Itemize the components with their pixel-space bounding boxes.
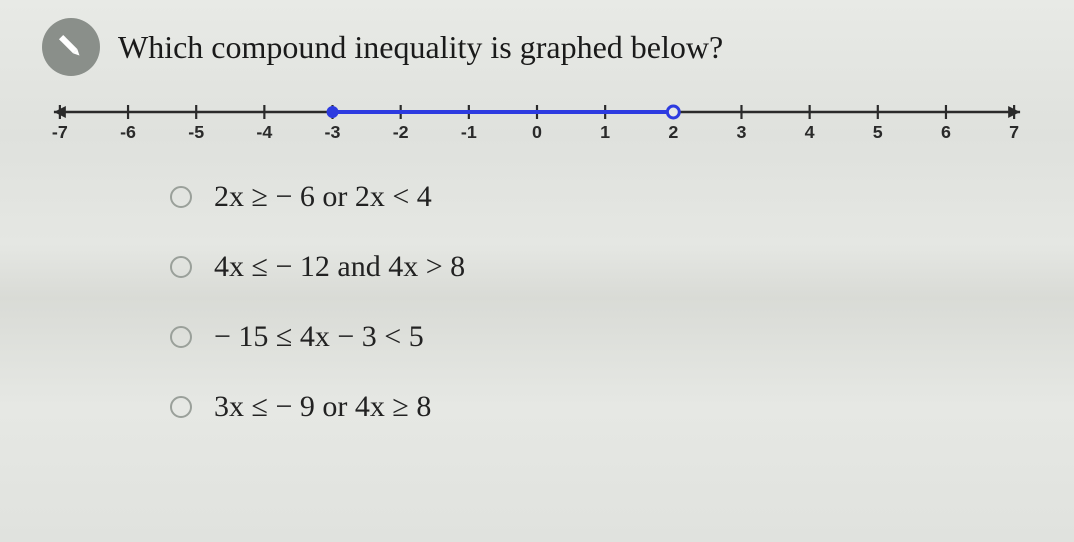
radio-icon — [170, 396, 192, 418]
option-label: − 15 ≤ 4x − 3 < 5 — [214, 320, 424, 354]
svg-text:-5: -5 — [188, 122, 204, 142]
question-text: Which compound inequality is graphed bel… — [118, 29, 723, 66]
svg-text:-2: -2 — [393, 122, 409, 142]
option-a[interactable]: 2x ≥ − 6 or 2x < 4 — [170, 180, 1044, 214]
svg-text:-1: -1 — [461, 122, 477, 142]
radio-icon — [170, 326, 192, 348]
answer-options: 2x ≥ − 6 or 2x < 4 4x ≤ − 12 and 4x > 8 … — [170, 180, 1044, 424]
svg-text:3: 3 — [737, 122, 747, 142]
svg-text:6: 6 — [941, 122, 951, 142]
option-b[interactable]: 4x ≤ − 12 and 4x > 8 — [170, 250, 1044, 284]
svg-text:2: 2 — [668, 122, 678, 142]
svg-text:-4: -4 — [256, 122, 272, 142]
svg-text:7: 7 — [1009, 122, 1019, 142]
svg-text:0: 0 — [532, 122, 542, 142]
svg-text:-7: -7 — [52, 122, 68, 142]
option-d[interactable]: 3x ≤ − 9 or 4x ≥ 8 — [170, 390, 1044, 424]
option-label: 3x ≤ − 9 or 4x ≥ 8 — [214, 390, 431, 424]
svg-text:-3: -3 — [325, 122, 341, 142]
option-label: 2x ≥ − 6 or 2x < 4 — [214, 180, 432, 214]
option-label: 4x ≤ − 12 and 4x > 8 — [214, 250, 465, 284]
number-line: -7 -6 -5 -4 -3 -2 -1 0 1 2 3 4 5 6 7 — [40, 96, 1034, 150]
pencil-icon — [42, 18, 100, 76]
svg-text:1: 1 — [600, 122, 610, 142]
radio-icon — [170, 186, 192, 208]
svg-text:4: 4 — [805, 122, 815, 142]
svg-text:-6: -6 — [120, 122, 136, 142]
option-c[interactable]: − 15 ≤ 4x − 3 < 5 — [170, 320, 1044, 354]
svg-text:5: 5 — [873, 122, 883, 142]
radio-icon — [170, 256, 192, 278]
